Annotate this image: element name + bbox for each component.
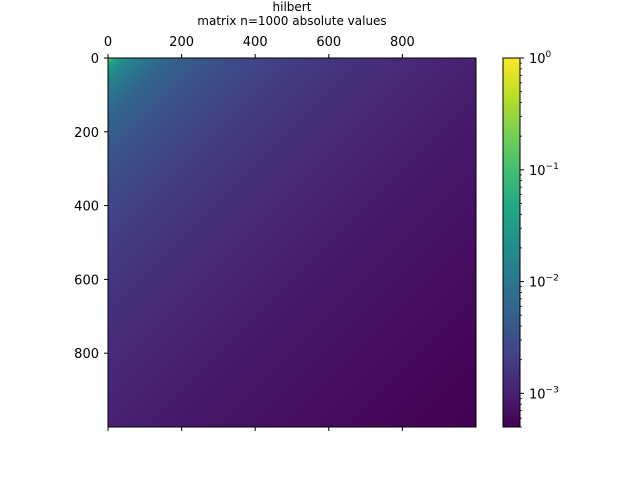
colorbar-gradient	[503, 58, 520, 427]
colorbar: 100 10−1 10−2 10−3	[502, 50, 559, 428]
y-tick-label: 600	[74, 273, 99, 288]
y-tick-label: 0	[91, 52, 99, 67]
colorbar-tick-label: 10−3	[529, 385, 559, 402]
heatmap-plot-area	[107, 57, 477, 428]
y-tick-label: 400	[74, 200, 99, 215]
x-tick-label: 600	[316, 35, 341, 50]
chart-subtitle: matrix n=1000 absolute values	[197, 14, 386, 28]
x-axis-top: 0 200 400 600 800	[104, 35, 415, 58]
y-axis: 0 200 400 600 800	[74, 52, 108, 362]
x-axis-bottom	[107, 427, 403, 431]
colorbar-tick-label: 10−1	[529, 162, 559, 179]
plot-frame	[107, 57, 477, 428]
colorbar-tick-label: 10−2	[529, 274, 559, 291]
x-tick-label: 200	[169, 35, 194, 50]
x-tick-label: 0	[104, 35, 112, 50]
y-tick-label: 800	[74, 347, 99, 362]
colorbar-frame	[502, 57, 521, 428]
x-tick-label: 800	[390, 35, 415, 50]
chart-title: hilbert	[273, 0, 312, 14]
x-tick-label: 400	[243, 35, 268, 50]
heatmap-image	[108, 58, 476, 427]
colorbar-ticks: 100 10−1 10−2 10−3	[520, 50, 559, 428]
y-tick-label: 200	[74, 126, 99, 141]
colorbar-tick-label: 100	[529, 50, 552, 67]
